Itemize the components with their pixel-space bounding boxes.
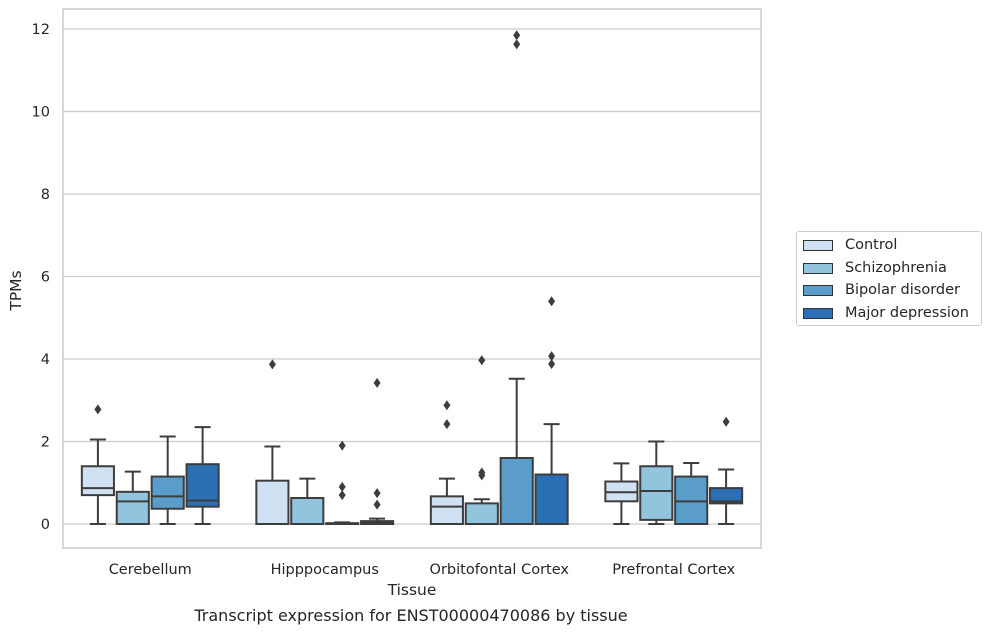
box-0-1-flier-0 (268, 359, 276, 370)
x-axis-label: Tissue (387, 581, 437, 599)
legend-label-control: Control (845, 237, 898, 253)
x-tick-label-1: Hipppocampus (271, 562, 379, 578)
legend-swatch-bipolar-disorder (803, 284, 833, 296)
y-tick-label-6: 6 (41, 270, 50, 286)
legend-item-major-depression: Major depression (803, 304, 969, 322)
box-1-2-iqr (464, 502, 499, 525)
y-axis-label: TPMs (7, 270, 25, 311)
box-2-1-flier-1 (338, 481, 346, 492)
box-0-2-flier-1 (443, 400, 451, 411)
box-3-2-flier-0 (548, 358, 556, 369)
y-tick-label-10: 10 (32, 105, 50, 121)
y-tick-label-4: 4 (41, 352, 50, 368)
plot-frame (62, 8, 762, 549)
y-tick-label-0: 0 (41, 517, 50, 533)
legend-item-bipolar-disorder: Bipolar disorder (803, 281, 960, 299)
box-2-0-iqr (150, 475, 185, 510)
y-tick-label-8: 8 (41, 187, 50, 203)
legend-swatch-control (803, 239, 833, 251)
box-3-1-flier-2 (373, 377, 381, 388)
box-3-2-iqr (534, 473, 569, 525)
x-tick-label-0: Cerebellum (109, 562, 192, 578)
box-3-3-flier-0 (722, 416, 730, 427)
box-2-1-flier-0 (338, 490, 346, 501)
legend-label-major-depression: Major depression (845, 305, 969, 321)
box-0-0-flier-0 (94, 404, 102, 415)
box-0-0-iqr (80, 465, 115, 497)
figure-caption: Transcript expression for ENST0000047008… (194, 606, 628, 625)
box-1-2-flier-1 (478, 467, 486, 478)
box-2-2-flier-0 (513, 39, 521, 50)
x-tick-label-3: Prefrontal Cortex (612, 562, 735, 578)
box-2-1-flier-2 (338, 440, 346, 451)
box-2-3-iqr (674, 475, 709, 525)
box-1-0-iqr (115, 490, 150, 526)
box-3-2-flier-1 (548, 351, 556, 362)
box-0-1-iqr (255, 479, 290, 525)
box-0-2-flier-0 (443, 419, 451, 430)
box-3-2-flier-2 (548, 296, 556, 307)
legend-item-schizophrenia: Schizophrenia (803, 259, 947, 277)
box-1-1-iqr (290, 497, 325, 526)
legend-item-control: Control (803, 236, 897, 254)
y-tick-label-2: 2 (41, 435, 50, 451)
x-tick-label-2: Orbitofontal Cortex (430, 562, 570, 578)
box-1-3-iqr (639, 465, 674, 521)
legend: Control Schizophrenia Bipolar disorder M… (796, 231, 982, 326)
legend-label-schizophrenia: Schizophrenia (845, 260, 947, 276)
box-3-3-iqr (709, 487, 744, 505)
legend-swatch-major-depression (803, 307, 833, 319)
box-3-1-flier-1 (373, 488, 381, 499)
legend-label-bipolar-disorder: Bipolar disorder (845, 282, 960, 298)
box-2-2-flier-1 (513, 30, 521, 41)
box-1-2-flier-2 (478, 355, 486, 366)
box-2-2-iqr (499, 457, 534, 525)
box-0-2-iqr (429, 495, 464, 525)
box-3-1-flier-0 (373, 499, 381, 510)
y-tick-label-12: 12 (32, 22, 50, 38)
legend-swatch-schizophrenia (803, 262, 833, 274)
